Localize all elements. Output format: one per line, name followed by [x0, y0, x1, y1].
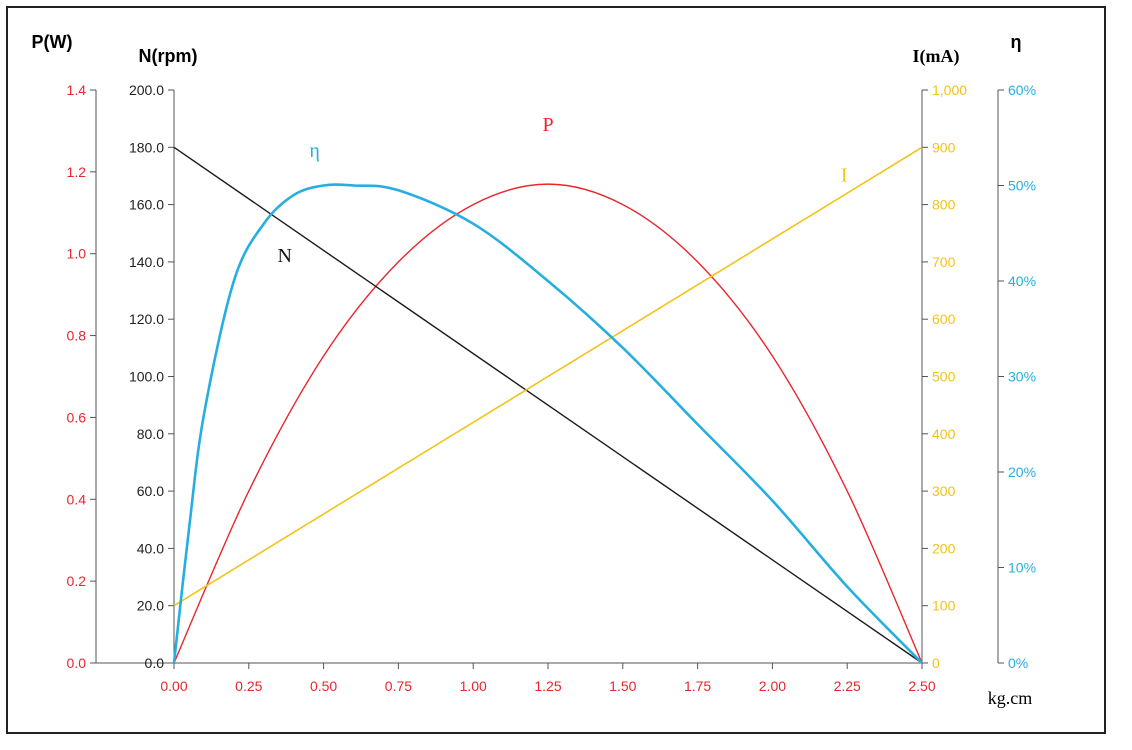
x-tick-label: 2.25	[834, 678, 861, 694]
efficiency-tick-label: 10%	[1008, 560, 1036, 576]
power-tick-label: 0.6	[67, 409, 87, 425]
speed-series-line	[173, 146, 923, 664]
power-tick-label: 1.0	[67, 246, 87, 262]
speed-tick-label: 40.0	[137, 540, 164, 556]
efficiency-tick-label: 0%	[1008, 655, 1028, 671]
efficiency-tick-label: 40%	[1008, 273, 1036, 289]
x-tick-label: 0.25	[235, 678, 262, 694]
x-tick-label: 1.75	[684, 678, 711, 694]
efficiency-tick-label: 50%	[1008, 178, 1036, 194]
x-tick-label: 0.50	[310, 678, 337, 694]
speed-curve-label: N	[277, 245, 291, 267]
current-tick-label: 100	[932, 598, 956, 614]
current-tick-label: 700	[932, 254, 956, 270]
axes-layer: 0.00 0.25 0.50 0.75 1.00 1.25 1.50 1.75 2.00 2.25…	[67, 82, 1037, 694]
efficiency-curve-label: η	[309, 140, 319, 162]
current-tick-label: 900	[932, 139, 956, 155]
power-tick-label: 0.0	[67, 655, 87, 671]
efficiency-tick-label: 20%	[1008, 464, 1036, 480]
current-tick-label: 1,000	[932, 82, 967, 98]
x-tick-label: 1.00	[460, 678, 487, 694]
power-tick-label: 0.4	[67, 491, 87, 507]
speed-tick-label: 0.0	[145, 655, 165, 671]
efficiency-series-line	[172, 183, 923, 664]
x-tick-label: 1.50	[609, 678, 636, 694]
speed-tick-label: 160.0	[129, 197, 164, 213]
speed-tick-label: 100.0	[129, 369, 164, 385]
speed-tick-label: 20.0	[137, 598, 164, 614]
power-tick-label: 1.2	[67, 164, 87, 180]
x-tick-label: 2.50	[908, 678, 935, 694]
speed-axis-title: N(rpm)	[139, 46, 198, 66]
speed-tick-label: 200.0	[129, 82, 164, 98]
power-tick-label: 0.8	[67, 328, 87, 344]
power-curve-label: P	[542, 114, 553, 136]
current-axis-title: I(mA)	[913, 46, 960, 67]
power-axis-title: P(W)	[32, 32, 73, 52]
efficiency-tick-label: 60%	[1008, 82, 1036, 98]
motor-performance-chart: P(W) N(rpm) I(mA) η kg.cm 0.00 0.25 0.50 0.…	[32, 32, 1037, 708]
series-layer	[172, 146, 923, 664]
speed-tick-label: 80.0	[137, 426, 164, 442]
current-tick-label: 200	[932, 540, 956, 556]
x-axis-title: kg.cm	[988, 688, 1033, 708]
speed-tick-label: 180.0	[129, 139, 164, 155]
current-curve-label: I	[841, 165, 848, 187]
current-tick-label: 400	[932, 426, 956, 442]
x-tick-label: 0.00	[160, 678, 187, 694]
power-series-line	[173, 183, 923, 664]
power-tick-label: 1.4	[67, 82, 87, 98]
speed-tick-label: 120.0	[129, 311, 164, 327]
curve-labels-layer: P N Iη	[277, 114, 847, 267]
current-tick-label: 500	[932, 369, 956, 385]
power-tick-label: 0.2	[67, 573, 87, 589]
x-tick-label: 1.25	[534, 678, 561, 694]
x-tick-label: 0.75	[385, 678, 412, 694]
x-tick-label: 2.00	[759, 678, 786, 694]
current-tick-label: 800	[932, 197, 956, 213]
efficiency-axis-title: η	[1011, 32, 1022, 52]
current-series-line	[173, 146, 923, 607]
efficiency-tick-label: 30%	[1008, 369, 1036, 385]
chart-frame: P(W) N(rpm) I(mA) η kg.cm 0.00 0.25 0.50 0.…	[6, 6, 1106, 734]
current-tick-label: 600	[932, 311, 956, 327]
current-tick-label: 0	[932, 655, 940, 671]
speed-tick-label: 140.0	[129, 254, 164, 270]
current-tick-label: 300	[932, 483, 956, 499]
speed-tick-label: 60.0	[137, 483, 164, 499]
